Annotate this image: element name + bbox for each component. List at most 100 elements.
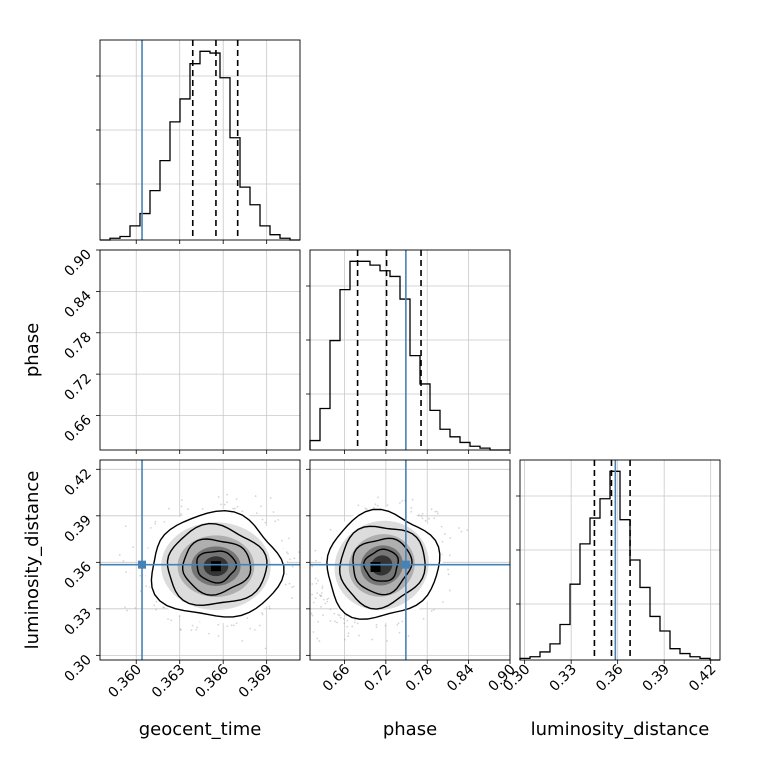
scatter-point bbox=[232, 355, 234, 357]
scatter-point bbox=[205, 408, 207, 410]
scatter-point bbox=[181, 499, 183, 501]
scatter-point bbox=[251, 412, 253, 414]
scatter-point bbox=[221, 374, 223, 376]
scatter-point bbox=[190, 381, 192, 383]
scatter-point bbox=[232, 377, 234, 379]
scatter-point bbox=[230, 359, 232, 361]
scatter-point bbox=[208, 360, 210, 362]
scatter-point bbox=[262, 375, 264, 377]
scatter-point bbox=[261, 381, 263, 383]
scatter-point bbox=[139, 574, 142, 577]
scatter-point bbox=[233, 378, 235, 380]
scatter-point bbox=[138, 345, 140, 347]
scatter-point bbox=[192, 369, 194, 371]
scatter-point bbox=[256, 389, 258, 391]
scatter-point bbox=[227, 377, 229, 379]
scatter-point bbox=[160, 349, 162, 351]
scatter-point bbox=[203, 375, 205, 377]
scatter-point bbox=[197, 348, 199, 350]
scatter-point bbox=[195, 367, 197, 369]
scatter-point bbox=[233, 396, 235, 398]
scatter-point bbox=[268, 605, 271, 608]
scatter-point bbox=[195, 416, 197, 418]
scatter-point bbox=[215, 399, 217, 401]
scatter-point bbox=[212, 379, 214, 381]
scatter-point bbox=[230, 403, 232, 405]
scatter-point bbox=[193, 330, 195, 332]
scatter-point bbox=[211, 335, 213, 337]
scatter-point bbox=[219, 345, 221, 347]
scatter-point bbox=[230, 356, 232, 358]
scatter-point bbox=[310, 612, 313, 615]
scatter-point bbox=[205, 377, 207, 379]
scatter-point bbox=[247, 402, 249, 404]
scatter-point bbox=[236, 370, 238, 372]
scatter-point bbox=[195, 344, 197, 346]
scatter-point bbox=[216, 346, 218, 348]
scatter-point bbox=[216, 385, 218, 387]
scatter-point bbox=[223, 338, 225, 340]
scatter-point bbox=[210, 370, 212, 372]
scatter-point bbox=[235, 396, 237, 398]
scatter-point bbox=[228, 379, 230, 381]
scatter-point bbox=[220, 405, 222, 407]
scatter-point bbox=[286, 552, 289, 555]
scatter-point bbox=[254, 417, 256, 419]
scatter-point bbox=[214, 370, 216, 372]
scatter-point bbox=[219, 343, 221, 345]
scatter-point bbox=[233, 381, 235, 383]
scatter-point bbox=[186, 339, 188, 341]
scatter-point bbox=[259, 402, 261, 404]
scatter-point bbox=[203, 337, 205, 339]
scatter-point bbox=[287, 407, 289, 409]
scatter-point bbox=[239, 392, 241, 394]
scatter-point bbox=[224, 398, 226, 400]
scatter-point bbox=[219, 395, 221, 397]
scatter-point bbox=[205, 357, 207, 359]
scatter-point bbox=[186, 354, 188, 356]
scatter-point bbox=[244, 414, 246, 416]
scatter-point bbox=[449, 589, 451, 592]
scatter-point bbox=[268, 392, 270, 394]
scatter-point bbox=[238, 392, 240, 394]
scatter-point bbox=[186, 351, 188, 353]
scatter-point bbox=[185, 370, 187, 372]
scatter-point bbox=[159, 399, 161, 401]
scatter-point bbox=[219, 398, 221, 400]
scatter-point bbox=[180, 346, 182, 348]
scatter-point bbox=[219, 412, 221, 414]
scatter-point bbox=[232, 389, 234, 391]
scatter-point bbox=[199, 378, 201, 380]
scatter-point bbox=[226, 406, 228, 408]
scatter-point bbox=[272, 387, 274, 389]
scatter-point bbox=[198, 409, 200, 411]
scatter-point bbox=[201, 362, 203, 364]
scatter-point bbox=[267, 426, 269, 428]
scatter-point bbox=[199, 390, 201, 392]
scatter-point bbox=[217, 422, 219, 424]
scatter-point bbox=[212, 392, 214, 394]
scatter-point bbox=[150, 360, 152, 362]
scatter-point bbox=[155, 341, 157, 343]
scatter-point bbox=[241, 364, 243, 366]
scatter-point bbox=[228, 423, 230, 425]
scatter-point bbox=[262, 397, 264, 399]
scatter-point bbox=[304, 606, 306, 608]
scatter-point bbox=[217, 362, 219, 364]
scatter-point bbox=[189, 362, 191, 364]
scatter-point bbox=[176, 350, 178, 352]
scatter-point bbox=[253, 628, 256, 631]
scatter-point bbox=[245, 366, 247, 368]
scatter-point bbox=[243, 339, 245, 341]
scatter-point bbox=[197, 386, 199, 388]
scatter-point bbox=[141, 343, 143, 345]
scatter-point bbox=[172, 354, 174, 356]
scatter-point bbox=[224, 354, 226, 356]
scatter-point bbox=[188, 361, 190, 363]
scatter-point bbox=[225, 352, 227, 354]
scatter-point bbox=[203, 333, 205, 335]
scatter-point bbox=[215, 376, 217, 378]
scatter-point bbox=[213, 423, 215, 425]
scatter-point bbox=[338, 614, 341, 617]
panel-frame bbox=[309, 249, 511, 451]
